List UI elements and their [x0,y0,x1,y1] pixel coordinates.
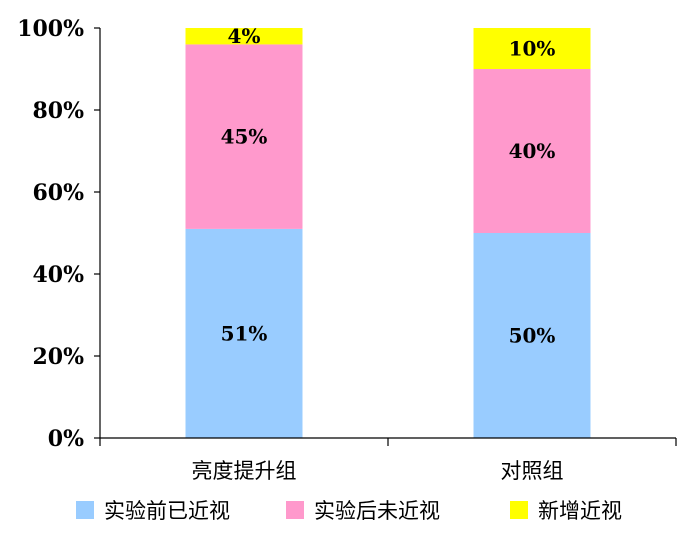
legend-label-2: 新增近视 [538,499,622,523]
data-label-0-0: 51% [221,321,268,345]
bars-layer [185,28,591,438]
y-tick-label-2: 40% [32,262,84,288]
legend-swatch-2 [510,501,528,519]
data-labels-layer: 51% 45% 4% 50% 40% 10% [221,24,556,347]
y-tick-label-4: 80% [32,98,84,124]
legend-swatch-0 [76,501,94,519]
axes-layer: 0% 20% 40% 60% 80% 100% 亮度提升组 对照组 [17,16,677,483]
data-label-0-2: 4% [228,24,261,48]
y-tick-label-5: 100% [17,16,84,42]
x-category-label-1: 对照组 [501,459,564,483]
data-label-1-2: 10% [509,37,556,61]
x-category-label-0: 亮度提升组 [192,459,297,483]
legend-swatch-1 [286,501,304,519]
legend: 实验前已近视 实验后未近视 新增近视 [76,499,622,523]
y-tick-label-0: 0% [48,426,84,452]
data-label-0-1: 45% [221,125,268,149]
data-label-1-1: 40% [509,139,556,163]
data-label-1-0: 50% [509,324,556,348]
y-tick-label-1: 20% [32,344,84,370]
legend-label-1: 实验后未近视 [314,499,440,523]
bar-segment-1-0 [473,233,591,438]
bar-segment-1-2 [473,28,591,69]
bar-segment-0-2 [185,28,303,45]
bar-segment-0-0 [185,228,303,438]
bar-segment-0-1 [185,44,303,229]
legend-label-0: 实验前已近视 [104,499,230,523]
bar-segment-1-1 [473,69,591,233]
y-tick-label-3: 60% [32,180,84,206]
